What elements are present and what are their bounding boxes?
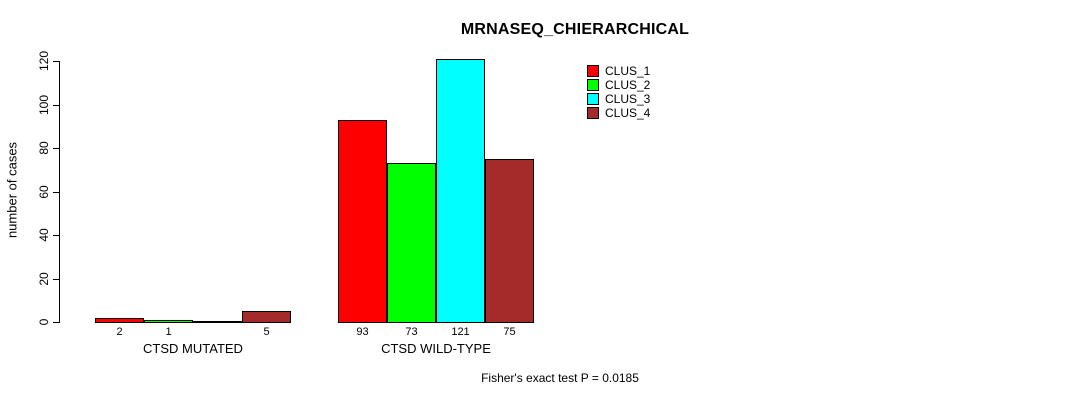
y-axis-line (59, 61, 60, 323)
bar-clus-1-group2 (338, 120, 387, 323)
x-category-label: CTSD WILD-TYPE (381, 341, 491, 356)
y-tick-label: 60 (37, 185, 51, 199)
y-tick (53, 61, 59, 62)
bar-clus-4-group2 (485, 159, 534, 323)
bar-clus-3-group1-zero (193, 321, 242, 323)
legend-item: CLUS_3 (587, 92, 650, 105)
chart-title: MRNASEQ_CHIERARCHICAL (460, 21, 690, 38)
x-category-label: CTSD MUTATED (143, 341, 243, 356)
legend-item: CLUS_2 (587, 78, 650, 91)
y-tick-label: 80 (37, 141, 51, 155)
y-tick-label: 100 (37, 94, 51, 116)
legend-label: CLUS_2 (605, 77, 651, 92)
bar-clus-2-group2 (387, 163, 436, 323)
legend-swatch (587, 64, 599, 77)
legend-item: CLUS_1 (587, 64, 650, 77)
y-tick-label: 0 (37, 318, 51, 326)
bar-value-label: 75 (503, 326, 516, 338)
y-tick-label: 40 (37, 228, 51, 242)
bar-value-label: 121 (451, 326, 470, 338)
y-tick (53, 148, 59, 149)
legend-label: CLUS_1 (605, 63, 651, 78)
legend-swatch (587, 106, 599, 119)
bar-clus-1-group1 (95, 318, 144, 323)
bar-value-label: 5 (263, 326, 270, 338)
bar-value-label: 93 (356, 326, 369, 338)
y-tick (53, 235, 59, 236)
footnote: Fisher's exact test P = 0.0185 (481, 371, 639, 385)
legend: CLUS_1 CLUS_2 CLUS_3 CLUS_4 (587, 64, 650, 120)
y-tick-label: 120 (37, 50, 51, 72)
bar-clus-2-group1 (144, 320, 193, 323)
legend-label: CLUS_4 (605, 105, 651, 120)
y-tick (53, 279, 59, 280)
y-tick-label: 20 (37, 272, 51, 286)
bar-clus-4-group1 (242, 311, 291, 323)
legend-label: CLUS_3 (605, 91, 651, 106)
bar-value-label: 2 (116, 326, 123, 338)
legend-swatch (587, 92, 599, 105)
bar-value-label: 1 (165, 326, 172, 338)
y-tick (53, 105, 59, 106)
legend-swatch (587, 78, 599, 91)
bar-clus-3-group2 (436, 59, 485, 323)
bar-value-label: 73 (405, 326, 418, 338)
y-tick (53, 192, 59, 193)
y-tick (53, 322, 59, 323)
legend-item: CLUS_4 (587, 106, 650, 119)
